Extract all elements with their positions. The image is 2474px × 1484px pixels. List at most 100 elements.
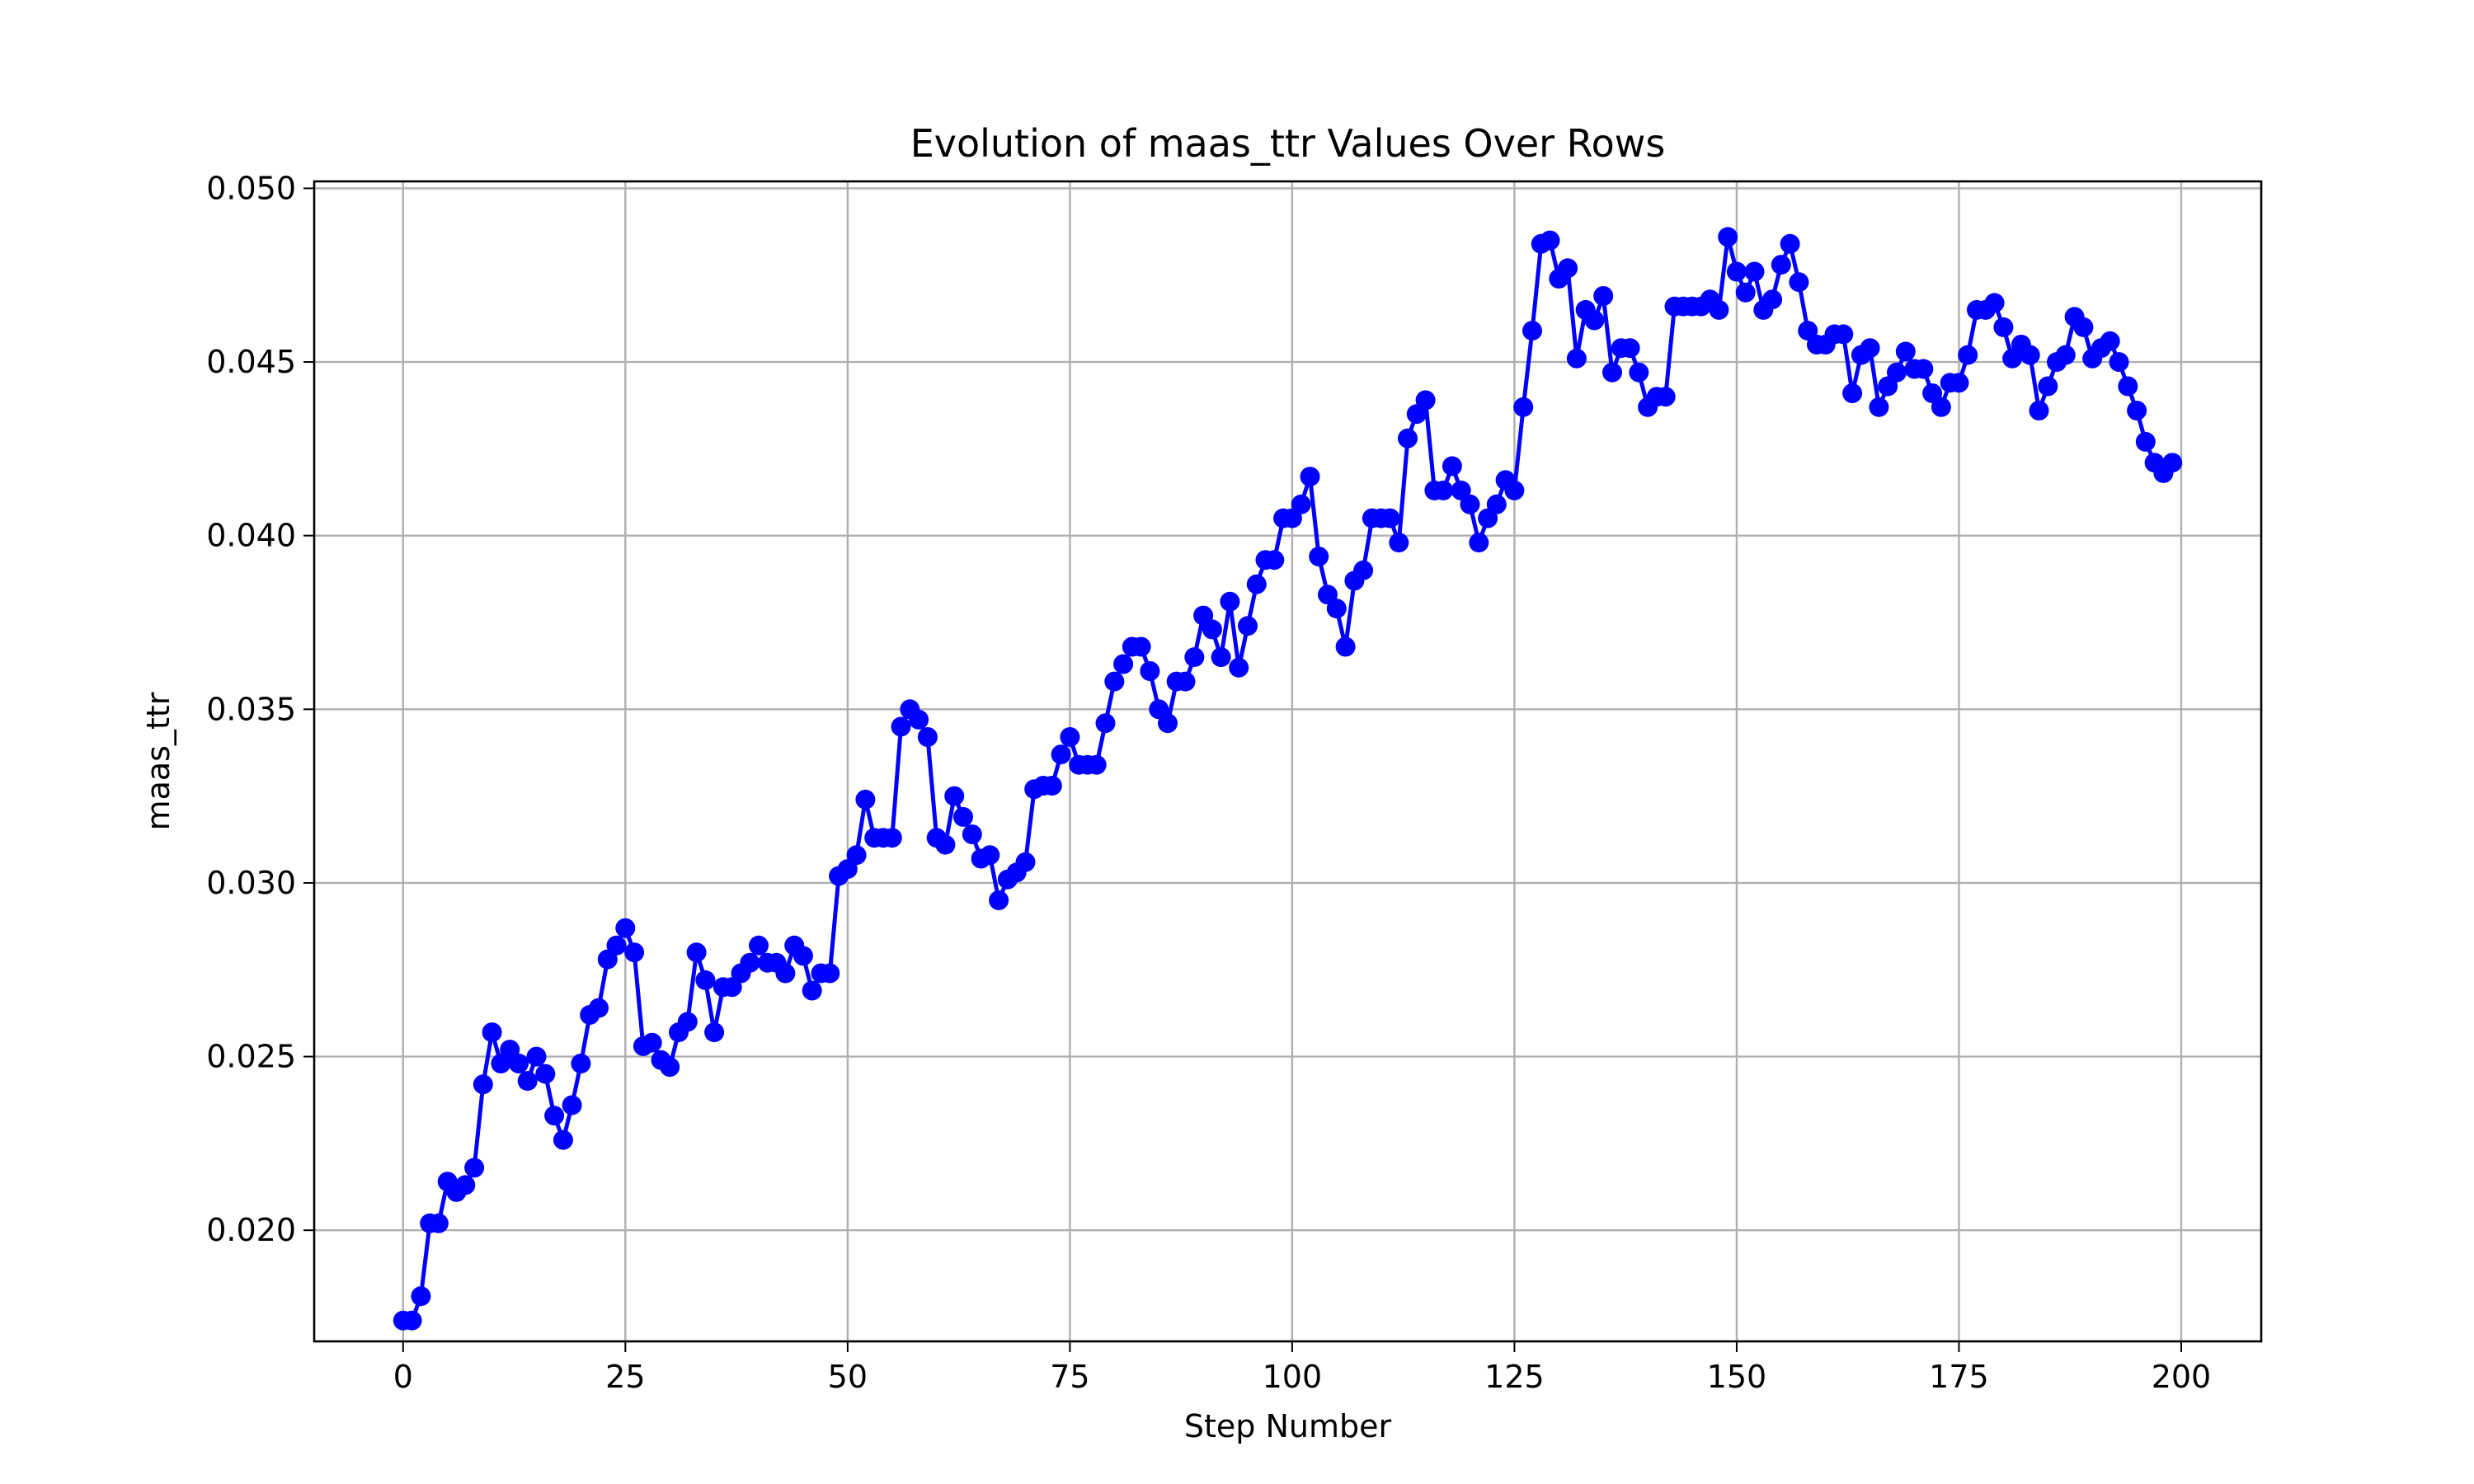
data-point xyxy=(1744,261,1765,282)
data-point xyxy=(455,1175,476,1195)
data-point xyxy=(855,789,876,810)
y-tick-label: 0.030 xyxy=(206,865,296,901)
data-point xyxy=(1380,508,1400,528)
data-point xyxy=(1184,647,1205,668)
data-point xyxy=(1469,533,1489,553)
data-point xyxy=(1460,494,1480,514)
data-point xyxy=(846,845,867,866)
y-axis-label: maas_ttr xyxy=(140,692,176,830)
data-point xyxy=(606,935,627,956)
data-point xyxy=(1726,261,1747,282)
y-tick-label: 0.025 xyxy=(206,1039,296,1075)
data-point xyxy=(917,727,938,747)
data-point xyxy=(1584,310,1605,331)
x-tick-label: 0 xyxy=(393,1359,413,1395)
data-point xyxy=(1842,383,1863,403)
data-point xyxy=(1913,359,1934,379)
data-point xyxy=(526,1046,547,1067)
data-point xyxy=(2055,345,2076,365)
data-point xyxy=(1300,467,1320,487)
data-point xyxy=(1433,480,1454,500)
data-point xyxy=(1984,293,2005,313)
data-point xyxy=(775,963,796,984)
data-point xyxy=(2162,453,2183,473)
data-point xyxy=(891,716,911,737)
x-tick-label: 150 xyxy=(1707,1359,1767,1395)
data-point xyxy=(1860,338,1880,359)
x-tick-label: 25 xyxy=(605,1359,645,1395)
x-tick-label: 175 xyxy=(1929,1359,1989,1395)
data-point xyxy=(802,980,822,1001)
data-point xyxy=(1113,654,1134,674)
data-point xyxy=(2100,331,2120,351)
chart-title: Evolution of maas_ttr Values Over Rows xyxy=(910,121,1666,166)
data-point xyxy=(695,970,716,990)
x-axis-ticks: 0 25 50 75 100 125 150 175 200 xyxy=(393,1341,2211,1395)
data-point xyxy=(2135,431,2156,452)
data-point xyxy=(1833,324,1854,345)
data-point xyxy=(935,834,956,855)
data-point xyxy=(1398,428,1418,448)
data-point xyxy=(535,1064,556,1084)
data-point xyxy=(1158,713,1178,734)
data-point xyxy=(1931,397,1951,417)
data-point xyxy=(411,1286,431,1307)
data-point xyxy=(589,998,609,1018)
data-point xyxy=(2029,401,2049,420)
data-point xyxy=(1789,272,1809,293)
x-tick-label: 125 xyxy=(1484,1359,1545,1395)
data-point xyxy=(1140,661,1160,681)
plot-frame xyxy=(313,180,2263,1343)
data-point xyxy=(1309,547,1329,566)
data-point xyxy=(1229,657,1249,678)
y-tick-label: 0.040 xyxy=(206,518,296,554)
data-point xyxy=(1326,599,1347,619)
y-tick-label: 0.020 xyxy=(206,1212,296,1248)
data-point xyxy=(509,1054,529,1073)
data-point xyxy=(2038,376,2058,397)
x-tick-label: 75 xyxy=(1050,1359,1089,1395)
data-point xyxy=(1202,619,1222,640)
data-point xyxy=(1735,282,1756,303)
data-point xyxy=(615,918,636,938)
x-tick-label: 50 xyxy=(828,1359,868,1395)
data-point xyxy=(562,1095,582,1115)
data-point xyxy=(1051,744,1071,765)
data-point xyxy=(553,1129,573,1150)
data-point xyxy=(989,890,1009,910)
data-point xyxy=(660,1057,680,1078)
data-point xyxy=(464,1158,485,1178)
data-point xyxy=(1415,390,1436,411)
y-axis-ticks: 0.020 0.025 0.030 0.035 0.040 0.045 0.050 xyxy=(206,170,314,1248)
data-point xyxy=(704,1022,725,1043)
data-point xyxy=(1060,727,1080,747)
data-point xyxy=(1513,397,1534,417)
data-point xyxy=(1593,286,1614,306)
data-point xyxy=(482,1022,502,1043)
y-tick-label: 0.035 xyxy=(206,691,296,727)
data-point xyxy=(2020,345,2040,365)
data-point xyxy=(1709,299,1729,320)
data-point xyxy=(1220,591,1240,612)
data-point xyxy=(749,935,769,956)
data-point xyxy=(1175,671,1196,692)
data-point xyxy=(2127,401,2147,420)
data-point xyxy=(944,786,965,806)
data-point xyxy=(962,824,982,844)
data-point xyxy=(1993,317,2014,337)
data-point xyxy=(686,942,707,963)
data-point xyxy=(1015,852,1036,872)
data-point xyxy=(677,1012,698,1032)
data-point xyxy=(1629,362,1649,383)
data-point xyxy=(740,952,760,973)
data-point xyxy=(1540,230,1560,251)
data-point xyxy=(624,942,645,963)
data-point xyxy=(1522,321,1542,341)
data-point xyxy=(544,1106,565,1126)
data-point xyxy=(1211,647,1231,668)
data-point xyxy=(1131,636,1151,657)
y-tick-label: 0.050 xyxy=(206,170,296,206)
data-point xyxy=(953,806,973,827)
